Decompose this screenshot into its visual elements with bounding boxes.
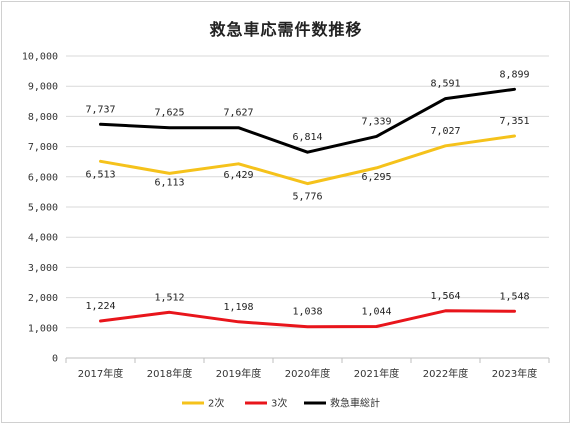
series-line-1 — [99, 134, 516, 186]
data-label: 6,295 — [361, 172, 391, 183]
y-tick-label: 1,000 — [28, 323, 58, 334]
x-tick-label: 2019年度 — [216, 367, 261, 380]
data-label: 1,198 — [223, 302, 253, 313]
data-label: 7,737 — [85, 104, 115, 115]
legend-label: 救急車総計 — [330, 397, 380, 410]
data-label: 6,513 — [85, 169, 115, 180]
data-label: 1,564 — [430, 291, 460, 302]
y-tick-label: 6,000 — [28, 172, 58, 183]
data-label: 5,776 — [292, 192, 322, 203]
data-label: 7,627 — [223, 108, 253, 119]
y-tick-label: 8,000 — [28, 112, 58, 123]
data-label: 6,113 — [154, 177, 184, 188]
y-tick-label: 3,000 — [28, 263, 58, 274]
data-label: 6,814 — [292, 132, 322, 143]
x-tick-label: 2017年度 — [78, 367, 123, 380]
data-label: 7,339 — [361, 116, 391, 127]
x-tick-label: 2018年度 — [147, 367, 192, 380]
x-tick-label: 2022年度 — [423, 367, 468, 380]
data-label: 7,027 — [430, 126, 460, 137]
series-line-3 — [99, 87, 516, 154]
data-label: 1,512 — [154, 292, 184, 303]
data-label: 7,625 — [154, 108, 184, 119]
y-tick-label: 5,000 — [28, 203, 58, 214]
chart-title: 救急車応需件数推移 — [209, 20, 363, 39]
y-tick-label: 7,000 — [28, 142, 58, 153]
y-tick-label: 9,000 — [28, 82, 58, 93]
data-label: 1,044 — [361, 306, 391, 317]
legend-label: 2次 — [208, 397, 224, 410]
x-tick-label: 2020年度 — [285, 367, 330, 380]
x-tick-label: 2023年度 — [492, 367, 537, 380]
data-label: 1,548 — [499, 291, 529, 302]
y-tick-label: 10,000 — [22, 52, 58, 63]
data-label: 6,429 — [223, 170, 253, 181]
data-label: 8,899 — [499, 69, 529, 80]
y-tick-label: 0 — [52, 354, 58, 365]
legend-label: 3次 — [271, 397, 287, 410]
data-label: 8,591 — [430, 79, 460, 90]
y-tick-label: 4,000 — [28, 233, 58, 244]
x-tick-label: 2021年度 — [354, 367, 399, 380]
data-label: 1,224 — [85, 301, 115, 312]
data-label: 7,351 — [499, 116, 529, 127]
data-label: 1,038 — [292, 307, 322, 318]
y-tick-label: 2,000 — [28, 293, 58, 304]
series-line-2 — [99, 309, 516, 329]
